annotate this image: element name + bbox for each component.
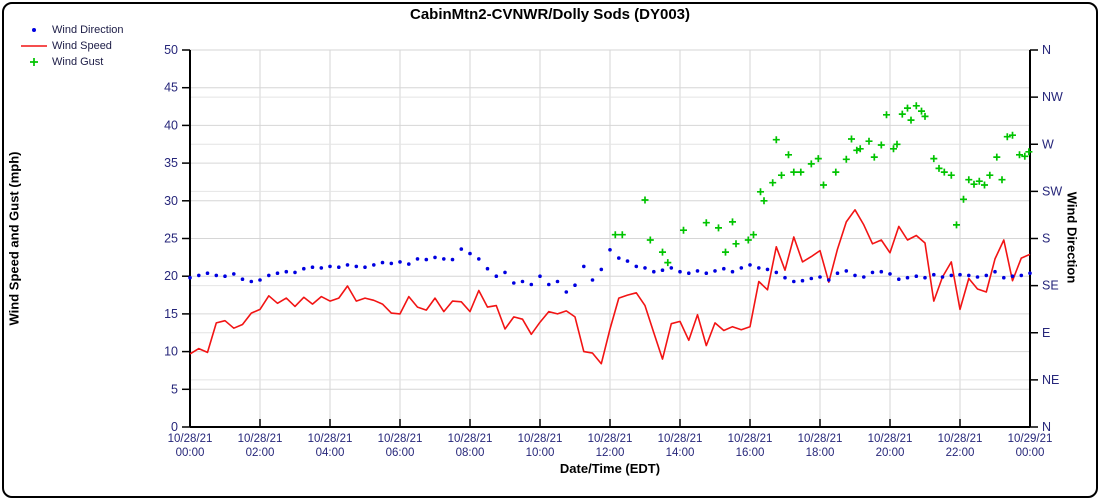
compass-tick-label: N <box>1042 420 1051 434</box>
compass-tick-label: W <box>1042 137 1054 151</box>
y-tick-label: 20 <box>164 269 178 283</box>
y-tick-label: 15 <box>164 307 178 321</box>
compass-tick-label: S <box>1042 232 1050 246</box>
y-tick-label: 5 <box>171 382 178 396</box>
compass-tick-label: SE <box>1042 279 1059 293</box>
y-tick-label: 10 <box>164 345 178 359</box>
y-tick-label: 50 <box>164 43 178 57</box>
wind-speed-line <box>189 209 1031 365</box>
x-tick-label-time: 06:00 <box>386 447 415 459</box>
x-tick-label: 10/28/21 <box>588 433 633 445</box>
legend-item-wind-gust: Wind Gust <box>18 54 124 70</box>
x-tick-label: 10/28/21 <box>378 433 423 445</box>
y-tick-label: 45 <box>164 81 178 95</box>
wind-gust-markers <box>611 102 1033 267</box>
x-tick-label-time: 16:00 <box>736 447 765 459</box>
chart-title: CabinMtn2-CVNWR/Dolly Sods (DY003) <box>409 6 691 23</box>
y-tick-label: 30 <box>164 194 178 208</box>
x-tick-label-time: 20:00 <box>876 447 905 459</box>
x-tick-label: 10/28/21 <box>658 433 703 445</box>
x-tick-label: 10/28/21 <box>308 433 353 445</box>
x-axis-ticks: 10/28/21 00:00 10/28/21 02:00 10/28/21 04:00 1… <box>168 419 1053 459</box>
gust-plus-icon <box>30 58 38 66</box>
x-tick-label: 10/28/21 <box>728 433 773 445</box>
x-tick-label-time: 00:00 <box>176 447 205 459</box>
compass-tick-label: NE <box>1042 373 1059 387</box>
legend-label-wind-speed: Wind Speed <box>52 40 112 52</box>
y-tick-label: 35 <box>164 156 178 170</box>
legend-label-wind-direction: Wind Direction <box>52 24 124 36</box>
x-tick-label-time: 02:00 <box>246 447 275 459</box>
x-tick-label: 10/28/21 <box>448 433 493 445</box>
x-tick-label: 10/28/21 <box>798 433 843 445</box>
x-tick-label: 10/28/21 <box>868 433 913 445</box>
compass-tick-label: SW <box>1042 184 1062 198</box>
y-axis-left-ticks: 0 5 10 15 20 25 30 35 40 45 50 <box>164 43 190 434</box>
x-tick-label: 10/28/21 <box>168 433 213 445</box>
x-tick-label-time: 00:00 <box>1016 447 1045 459</box>
y-axis-right-title: Wind Direction <box>1064 191 1080 284</box>
x-axis-title: Date/Time (EDT) <box>559 461 661 476</box>
y-tick-label: 0 <box>171 420 178 434</box>
compass-tick-label: E <box>1042 326 1050 340</box>
legend-item-wind-direction: Wind Direction <box>18 22 124 38</box>
x-tick-label-time: 22:00 <box>946 447 975 459</box>
y-axis-left-title: Wind Speed and Gust (mph) <box>6 151 22 326</box>
legend-label-wind-gust: Wind Gust <box>52 56 104 68</box>
grid-lines <box>189 49 1031 427</box>
compass-tick-label: NW <box>1042 90 1063 104</box>
compass-tick-label: N <box>1042 43 1051 57</box>
x-tick-label-time: 12:00 <box>596 447 625 459</box>
x-tick-label: 10/28/21 <box>238 433 283 445</box>
x-tick-label-time: 10:00 <box>526 447 555 459</box>
x-tick-label-time: 08:00 <box>456 447 485 459</box>
y-tick-label: 40 <box>164 118 178 132</box>
speed-line-icon <box>21 45 47 47</box>
legend-item-wind-speed: Wind Speed <box>18 38 124 54</box>
x-tick-label: 10/28/21 <box>518 433 563 445</box>
wind-direction-dots <box>188 247 1032 294</box>
x-tick-label-time: 18:00 <box>806 447 835 459</box>
chart-legend: Wind Direction Wind Speed Wind Gust <box>18 22 124 70</box>
y-axis-right-ticks: N NE E SE S SW W NW N <box>1030 43 1063 434</box>
direction-dot-icon <box>32 28 36 32</box>
x-tick-label-time: 14:00 <box>666 447 695 459</box>
x-tick-label: 10/29/21 <box>1008 433 1053 445</box>
x-tick-label: 10/28/21 <box>938 433 983 445</box>
y-tick-label: 25 <box>164 232 178 246</box>
x-tick-label-time: 04:00 <box>316 447 345 459</box>
